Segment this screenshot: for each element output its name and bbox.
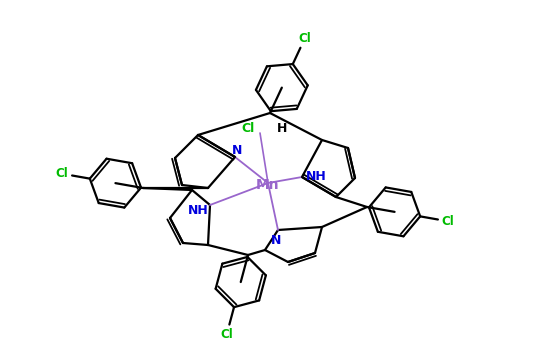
Text: Cl: Cl [441, 215, 454, 228]
Text: NH: NH [305, 171, 326, 183]
Text: NH: NH [188, 203, 208, 217]
Text: N: N [271, 234, 281, 246]
Text: N: N [232, 145, 242, 157]
Text: Cl: Cl [56, 167, 69, 180]
Text: H: H [277, 121, 287, 135]
Text: Cl: Cl [221, 328, 233, 341]
Text: Cl: Cl [298, 32, 311, 45]
Text: Cl: Cl [241, 121, 255, 135]
Text: Mn: Mn [256, 178, 280, 192]
